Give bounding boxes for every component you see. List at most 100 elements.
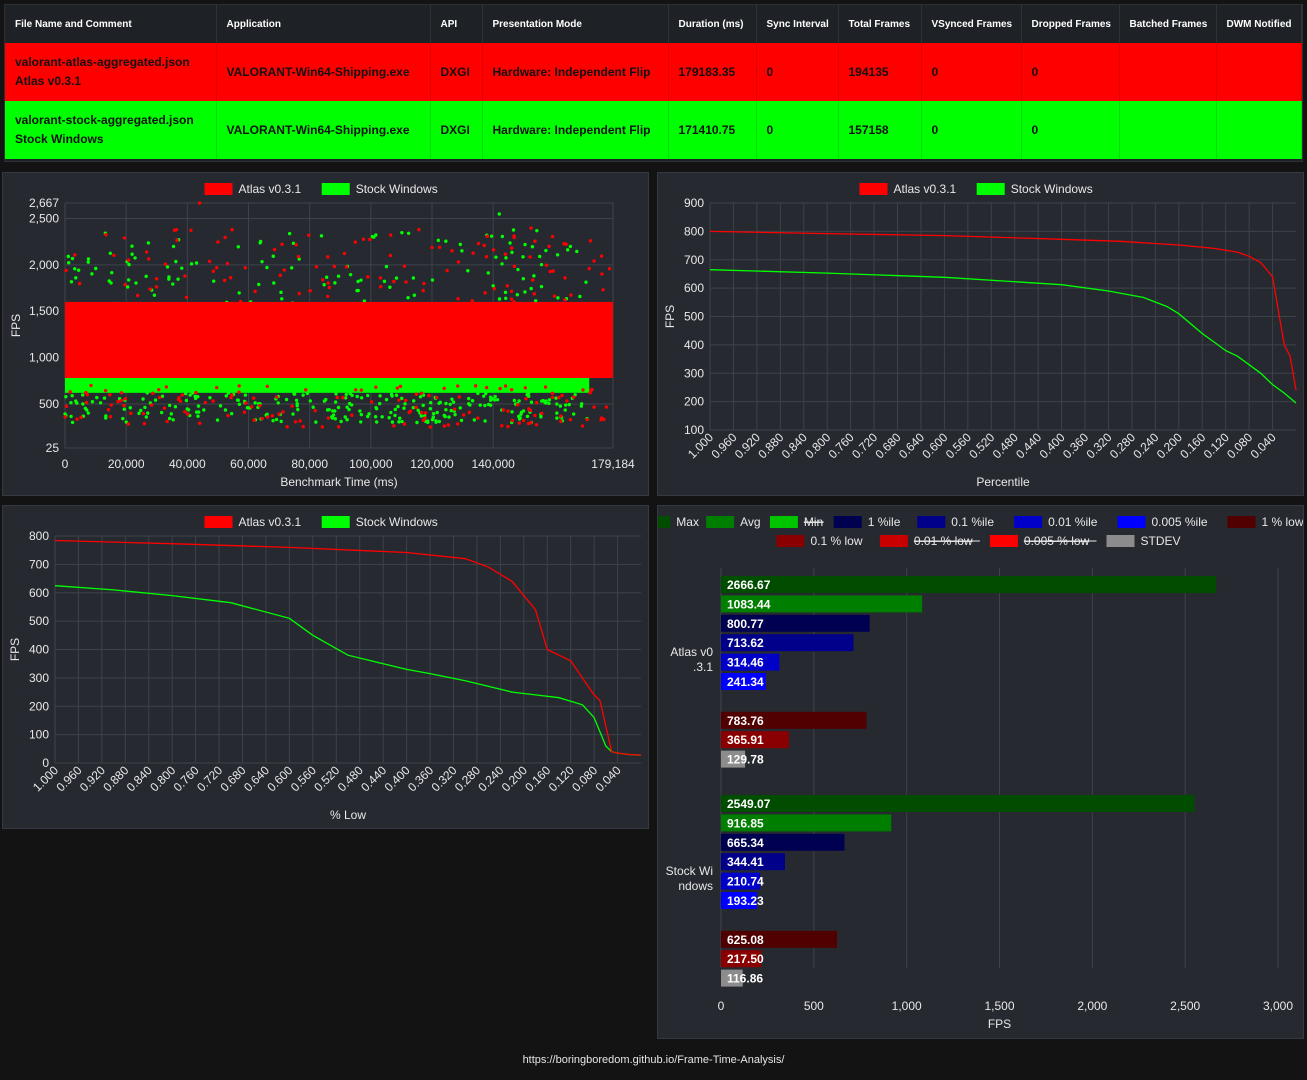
data-point xyxy=(374,385,378,389)
bar xyxy=(721,711,867,729)
data-point xyxy=(130,244,134,248)
x-tick-label: 0.040 xyxy=(1248,430,1279,461)
data-point xyxy=(297,291,301,296)
data-point xyxy=(404,280,408,284)
x-tick-label: 0.200 xyxy=(1154,430,1185,461)
total-frames-cell: 157158 xyxy=(838,101,922,159)
stats-bar-chart[interactable]: Max Avg Min 1 %ile 0.1 %ile 0.01 %ile 0.005 %i… xyxy=(658,506,1303,1038)
data-point xyxy=(369,400,374,404)
file-name: valorant-stock-aggregated.json xyxy=(15,113,194,127)
x-tick-label: 0.480 xyxy=(990,430,1021,461)
data-point xyxy=(389,410,393,415)
data-point xyxy=(89,383,93,388)
x-tick-label: 0.800 xyxy=(147,763,178,794)
header-file[interactable]: File Name and Comment xyxy=(5,5,217,43)
header-total-frames[interactable]: Total Frames xyxy=(838,5,922,43)
bar-value-label: 713.62 xyxy=(727,636,764,650)
data-point xyxy=(521,418,526,423)
data-point xyxy=(588,391,592,395)
data-point xyxy=(183,274,187,278)
footer-link[interactable]: https://boringboredom.github.io/Frame-Ti… xyxy=(522,1054,785,1066)
data-point xyxy=(529,226,533,230)
data-point xyxy=(402,264,407,268)
data-point xyxy=(421,418,426,423)
header-api[interactable]: API xyxy=(430,5,483,43)
data-point xyxy=(359,420,363,424)
data-point xyxy=(90,272,94,276)
y-tick-label: 500 xyxy=(29,614,49,628)
data-point xyxy=(404,398,408,403)
data-point xyxy=(365,414,370,419)
bar-value-label: 783.76 xyxy=(727,714,764,728)
data-point xyxy=(539,284,544,289)
summary-table-panel: File Name and Comment Application API Pr… xyxy=(4,4,1303,162)
x-tick-label: 0.720 xyxy=(194,763,225,794)
data-point xyxy=(359,396,364,400)
data-point xyxy=(223,235,227,240)
y-tick-label: 200 xyxy=(29,699,49,713)
low-chart-panel: Atlas v0.3.1 Stock Windows 0 100 200 300 400 50… xyxy=(2,505,649,829)
data-point xyxy=(353,388,358,392)
bar-value-label: 314.46 xyxy=(727,656,764,670)
data-point xyxy=(524,397,528,401)
data-point xyxy=(319,234,324,238)
legend-label: 0.1 %ile xyxy=(951,515,994,529)
data-point xyxy=(64,394,68,399)
batched-frames-cell xyxy=(1119,43,1217,101)
data-point xyxy=(314,420,318,424)
bar-value-label: 2666.67 xyxy=(727,578,771,592)
data-point xyxy=(355,288,359,293)
data-point xyxy=(519,410,524,415)
data-point xyxy=(515,403,520,407)
data-point xyxy=(467,410,472,415)
data-point xyxy=(174,227,179,232)
file-name: valorant-atlas-aggregated.json xyxy=(15,55,190,69)
data-point xyxy=(564,242,568,246)
data-point xyxy=(460,249,464,253)
data-point xyxy=(388,233,393,237)
fps-over-time-scatter-chart[interactable]: Atlas v0.3.1 Stock Windows 25 500 1,000 1,500… xyxy=(3,173,648,495)
bar-value-label: 116.86 xyxy=(727,972,763,986)
data-point xyxy=(291,412,295,416)
category-label: .3.1 xyxy=(693,660,713,674)
data-point xyxy=(607,266,612,271)
data-point xyxy=(435,410,439,415)
x-tick-label: 1,000 xyxy=(892,999,922,1013)
data-point xyxy=(333,409,337,413)
data-point xyxy=(592,405,596,409)
header-vsynced-frames[interactable]: VSynced Frames xyxy=(921,5,1022,43)
header-dwm-notified[interactable]: DWM Notified xyxy=(1216,5,1302,43)
data-point xyxy=(225,261,230,266)
data-point xyxy=(512,300,516,304)
data-point xyxy=(427,393,431,398)
data-point xyxy=(336,274,341,278)
data-point xyxy=(483,403,487,408)
y-tick-label: 500 xyxy=(39,397,59,411)
percentile-line-chart[interactable]: Atlas v0.3.1 Stock Windows 100 200 300 400 500… xyxy=(658,173,1303,495)
data-point xyxy=(550,234,555,239)
legend-label: Atlas v0.3.1 xyxy=(239,515,302,529)
data-point xyxy=(126,422,131,426)
header-duration[interactable]: Duration (ms) xyxy=(668,5,757,43)
legend-swatch xyxy=(833,516,862,528)
data-point xyxy=(540,411,544,415)
data-point xyxy=(563,408,567,412)
header-dropped-frames[interactable]: Dropped Frames xyxy=(1021,5,1120,43)
header-application[interactable]: Application xyxy=(216,5,431,43)
legend-swatch xyxy=(776,535,805,547)
data-point xyxy=(296,407,300,412)
x-tick-label: 100,000 xyxy=(349,457,393,471)
x-tick-label: 0.720 xyxy=(849,430,880,461)
data-point xyxy=(211,399,215,403)
header-batched-frames[interactable]: Batched Frames xyxy=(1119,5,1217,43)
x-tick-label: 0.960 xyxy=(53,763,84,794)
data-point xyxy=(453,412,457,417)
data-point xyxy=(291,241,296,245)
data-point xyxy=(348,391,352,396)
percent-low-line-chart[interactable]: Atlas v0.3.1 Stock Windows 0 100 200 300 400 50… xyxy=(3,506,648,828)
data-point xyxy=(501,408,505,412)
data-point xyxy=(510,250,514,255)
header-sync-interval[interactable]: Sync Interval xyxy=(756,5,839,43)
header-presentation-mode[interactable]: Presentation Mode xyxy=(482,5,669,43)
x-tick-label: 0.640 xyxy=(241,763,272,794)
